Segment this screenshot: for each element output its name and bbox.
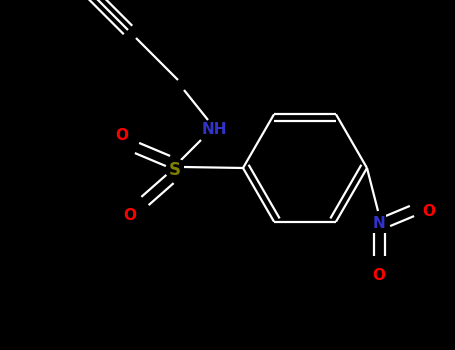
Text: O: O <box>423 203 435 218</box>
Text: S: S <box>169 161 181 179</box>
Text: NH: NH <box>201 122 227 138</box>
Text: O: O <box>373 267 385 282</box>
Text: O: O <box>116 128 128 143</box>
Text: O: O <box>123 208 136 223</box>
Text: N: N <box>373 216 385 231</box>
